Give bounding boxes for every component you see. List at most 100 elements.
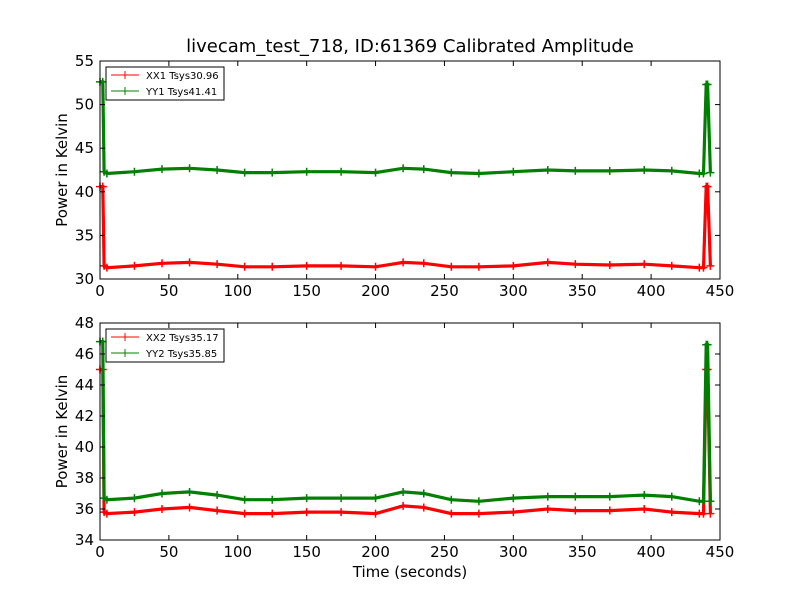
- data-point-0-1-17: [509, 167, 518, 176]
- data-point-0-0-7: [213, 260, 222, 269]
- data-point-0-0-24: [699, 263, 708, 272]
- x-tick-label-0-4: 200: [361, 282, 390, 300]
- data-point-0-1-22: [667, 166, 676, 175]
- x-tick-label-1-3: 150: [292, 543, 321, 561]
- data-point-0-1-9: [268, 168, 277, 177]
- data-point-0-0-8: [240, 262, 249, 271]
- data-point-1-0-22: [667, 508, 676, 517]
- data-point-1-0-20: [605, 506, 614, 515]
- plot-frame-0: [99, 60, 721, 280]
- data-point-1-0-16: [474, 509, 483, 518]
- data-point-1-0-9: [268, 509, 277, 518]
- y-tick-label-1-7: 48: [75, 314, 94, 332]
- data-point-1-1-20: [605, 492, 614, 501]
- data-point-1-1-8: [240, 495, 249, 504]
- data-point-0-1-16: [474, 169, 483, 178]
- data-point-1-0-4: [130, 508, 139, 517]
- data-point-1-0-13: [399, 501, 408, 510]
- data-point-1-1-3: [102, 495, 111, 504]
- x-tick-label-1-2: 100: [223, 543, 252, 561]
- legend-label-0-1: YY1 Tsys41.41: [145, 87, 217, 98]
- x-tick-label-0-6: 300: [499, 282, 528, 300]
- data-point-1-1-22: [667, 492, 676, 501]
- y-tick-label-1-2: 38: [75, 469, 94, 487]
- x-tick-label-1-9: 450: [706, 543, 735, 561]
- data-point-0-1-11: [337, 167, 346, 176]
- data-point-1-1-5: [158, 489, 166, 498]
- data-point-0-1-20: [605, 166, 614, 175]
- data-point-1-1-17: [509, 494, 518, 503]
- data-point-1-0-6: [185, 503, 194, 512]
- data-point-1-0-24: [699, 509, 708, 518]
- x-tick-label-0-7: 350: [568, 282, 597, 300]
- y-tick-label-1-0: 34: [75, 531, 94, 549]
- x-tick-label-0-8: 400: [637, 282, 666, 300]
- plot-frame-1: [99, 322, 721, 541]
- x-tick-label-0-0: 0: [95, 282, 105, 300]
- y-tick-label-0-2: 40: [75, 183, 94, 201]
- data-point-0-0-3: [102, 263, 111, 272]
- y-tick-label-0-5: 55: [75, 52, 94, 70]
- data-point-0-0-11: [337, 261, 346, 270]
- data-point-0-1-6: [185, 164, 194, 173]
- x-tick-label-0-2: 100: [223, 282, 252, 300]
- y-tick-label-1-6: 46: [75, 345, 94, 363]
- data-point-0-1-14: [419, 165, 428, 174]
- data-point-1-1-6: [185, 487, 194, 496]
- data-point-0-0-13: [399, 258, 408, 267]
- data-point-1-0-21: [640, 505, 649, 513]
- data-point-1-1-13: [399, 487, 408, 496]
- data-point-0-1-19: [571, 166, 580, 175]
- data-point-1-0-18: [543, 505, 552, 513]
- x-tick-label-1-0: 0: [95, 543, 105, 561]
- data-point-0-0-5: [158, 259, 166, 268]
- data-point-0-0-19: [571, 260, 580, 269]
- data-point-0-0-22: [667, 261, 676, 270]
- x-tick-label-0-9: 450: [706, 282, 735, 300]
- bottom-plot: 0 50 100 150 200 250 300 350 400 450 34 36 38 40 42 44 4…: [53, 314, 734, 581]
- x-tick-label-1-4: 200: [361, 543, 390, 561]
- data-point-1-1-12: [371, 494, 380, 503]
- x-tick-label-1-5: 250: [430, 543, 459, 561]
- data-point-1-1-9: [268, 495, 277, 504]
- data-point-1-0-12: [371, 509, 380, 518]
- data-point-1-0-11: [337, 508, 346, 517]
- data-point-0-0-27: [706, 261, 715, 270]
- data-point-1-0-19: [571, 506, 580, 515]
- x-tick-label-1-1: 50: [159, 543, 178, 561]
- y-tick-label-1-5: 44: [75, 376, 94, 394]
- data-point-1-1-27: [706, 497, 715, 506]
- x-tick-label-0-1: 50: [159, 282, 178, 300]
- y-axis-label-0: Power in Kelvin: [53, 113, 71, 227]
- data-point-1-0-17: [509, 508, 518, 517]
- data-point-1-1-7: [213, 491, 222, 500]
- data-point-0-1-12: [371, 168, 380, 177]
- data-point-0-1-21: [640, 166, 649, 174]
- data-point-0-0-21: [640, 260, 649, 269]
- data-point-1-0-14: [419, 503, 428, 512]
- data-point-1-0-15: [447, 509, 456, 518]
- data-point-1-1-15: [447, 495, 456, 504]
- y-tick-label-1-1: 36: [75, 500, 94, 518]
- data-point-1-1-10: [302, 494, 311, 503]
- y-axis-label-1: Power in Kelvin: [53, 375, 71, 489]
- y-tick-label-0-1: 35: [75, 226, 94, 244]
- x-tick-label-0-3: 150: [292, 282, 321, 300]
- data-point-0-1-13: [399, 164, 408, 173]
- legend-label-1-0: XX2 Tsys35.17: [146, 333, 219, 344]
- series-line-0-0: [100, 185, 712, 270]
- series-line-1-0: [100, 367, 712, 516]
- data-point-0-0-12: [371, 262, 380, 271]
- data-point-0-1-5: [158, 165, 166, 174]
- x-tick-label-1-7: 350: [568, 543, 597, 561]
- data-point-1-0-10: [302, 508, 311, 517]
- data-point-0-0-15: [447, 262, 456, 271]
- data-point-1-1-21: [640, 491, 649, 500]
- data-point-0-1-10: [302, 167, 311, 176]
- legend-label-0-0: XX1 Tsys30.96: [146, 71, 219, 82]
- y-tick-label-0-3: 45: [75, 139, 94, 157]
- data-point-1-1-24: [699, 497, 708, 506]
- y-tick-label-0-0: 30: [75, 270, 94, 288]
- data-point-0-1-15: [447, 168, 456, 177]
